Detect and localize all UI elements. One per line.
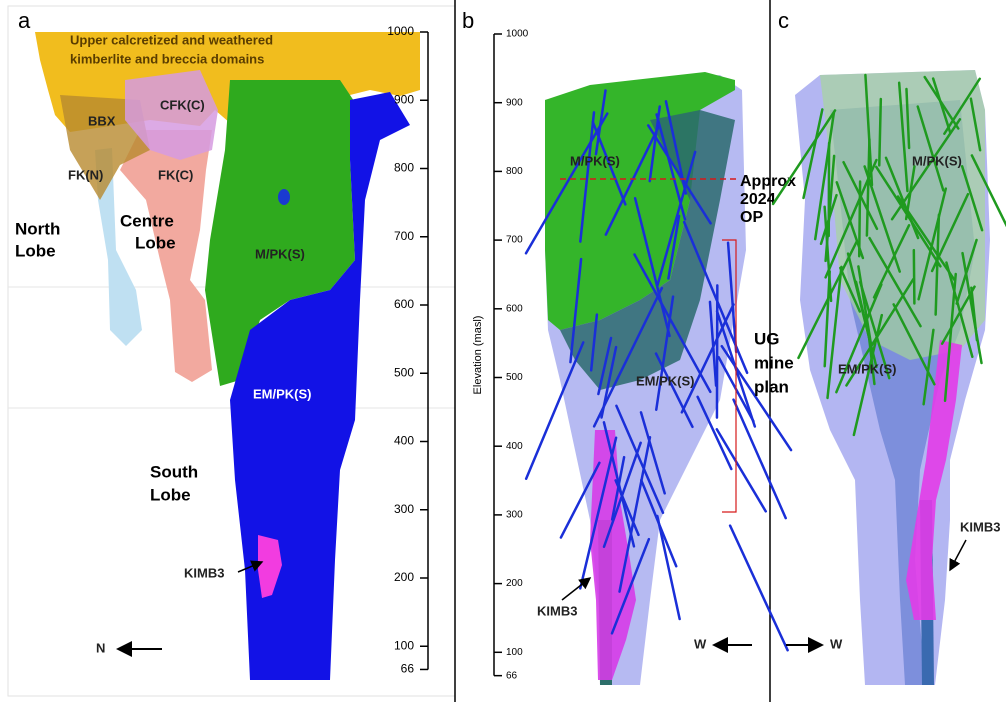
pit-label: OP: [740, 209, 763, 226]
tick-label: 100: [394, 638, 414, 652]
pit-label: 2024: [740, 191, 776, 208]
direction-label: W: [830, 636, 843, 651]
domain-label: BBX: [88, 113, 116, 128]
direction-label: W: [694, 636, 707, 651]
domain-label: M/PK(S): [912, 153, 962, 168]
tick-label: 66: [506, 670, 518, 681]
panel-a: a Upper calcretized and weathered kimber…: [8, 6, 455, 696]
tick-label: 700: [506, 235, 523, 246]
axis-title: Elevation (masl): [472, 316, 484, 395]
lobe-label: Lobe: [135, 233, 176, 252]
panel-letter: b: [462, 8, 474, 33]
domain-label: M/PK(S): [570, 153, 620, 168]
tick-label: 800: [506, 166, 523, 177]
drillhole: [879, 99, 881, 165]
domain-label: FK(N): [68, 167, 103, 182]
page: {"panels": [ {"letter": "a", "domain_not…: [0, 0, 1006, 702]
tick-label: 700: [394, 229, 414, 243]
lobe-label: Lobe: [150, 485, 191, 504]
domain-label: M/PK(S): [255, 246, 305, 261]
tick-label: 200: [506, 578, 523, 589]
domain-label: KIMB3: [184, 565, 224, 580]
tick-label: 900: [394, 92, 414, 106]
tick-label: 900: [506, 97, 523, 108]
tick-label: 400: [394, 434, 414, 448]
plan-label: mine: [754, 353, 794, 372]
tick-label: 300: [506, 510, 523, 521]
lobe-label: South: [150, 462, 198, 481]
domain-label: FK(C): [158, 167, 193, 182]
plan-label: UG: [754, 329, 780, 348]
tick-label: 200: [394, 570, 414, 584]
tick-label: 1000: [506, 29, 529, 40]
tick-label: 500: [394, 365, 414, 379]
tick-label: 66: [401, 662, 415, 676]
domain-note: kimberlite and breccia domains: [70, 51, 264, 66]
inclusion: [278, 189, 290, 205]
lobe-label: North: [15, 219, 60, 238]
lobe-label: Centre: [120, 211, 174, 230]
tick-label: 800: [394, 161, 414, 175]
tick-label: 600: [394, 297, 414, 311]
panel-letter: a: [18, 8, 31, 33]
tick-label: 500: [506, 372, 523, 383]
domain-note: Upper calcretized and weathered: [70, 32, 273, 47]
domain-label: EM/PK(S): [636, 373, 695, 388]
lobe-label: Lobe: [15, 241, 56, 260]
tick-label: 300: [394, 502, 414, 516]
domain-label: CFK(C): [160, 97, 205, 112]
figure: a Upper calcretized and weathered kimber…: [0, 0, 1006, 702]
plan-label: plan: [754, 377, 789, 396]
tick-label: 100: [506, 647, 523, 658]
direction-label: N: [96, 640, 105, 655]
domain-label: KIMB3: [537, 603, 577, 618]
tick-label: 400: [506, 441, 523, 452]
panel-letter: c: [778, 8, 789, 33]
domain-label: EM/PK(S): [253, 386, 312, 401]
domain-label: KIMB3: [960, 519, 1000, 534]
domain-label: EM/PK(S): [838, 361, 897, 376]
drillhole: [914, 250, 915, 303]
tick-label: 600: [506, 303, 523, 314]
tick-label: 1000: [387, 24, 414, 38]
